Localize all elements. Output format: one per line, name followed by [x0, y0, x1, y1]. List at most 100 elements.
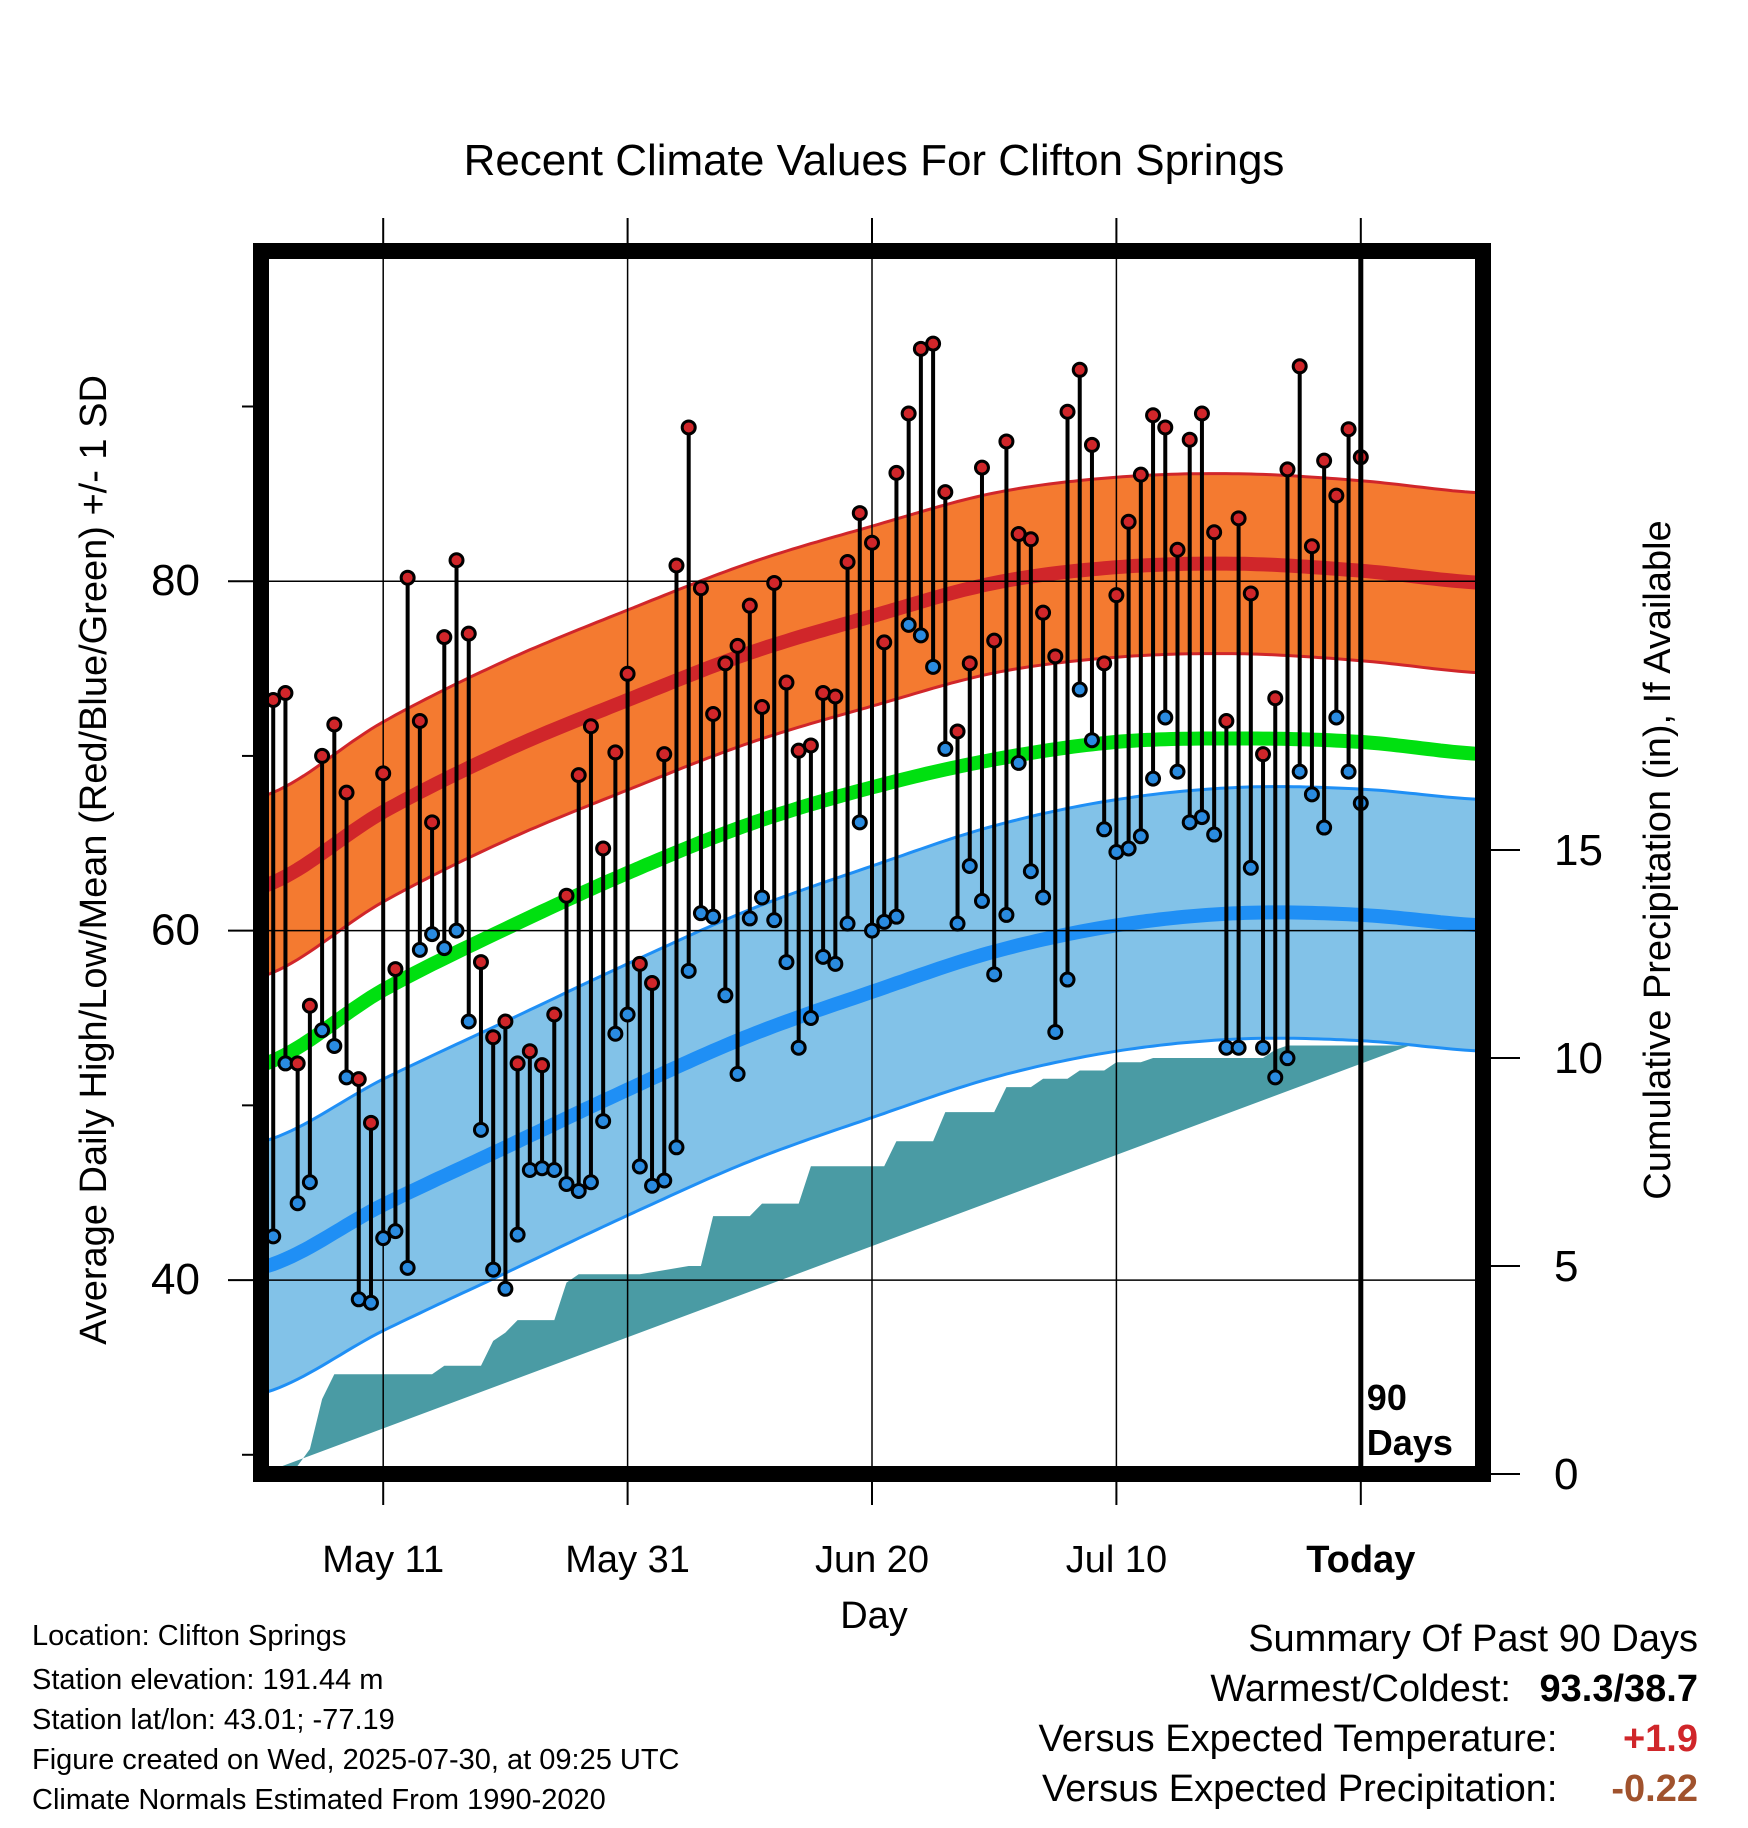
- summary-temp-label: Versus Expected Temperature:: [1038, 1718, 1558, 1760]
- high-point: [1047, 648, 1064, 665]
- low-point: [1059, 971, 1076, 988]
- low-point: [998, 906, 1015, 923]
- high-point: [717, 655, 734, 672]
- low-point: [1169, 763, 1186, 780]
- info-created: Figure created on Wed, 2025-07-30, at 09…: [32, 1744, 680, 1776]
- low-point: [973, 892, 990, 909]
- high-point: [411, 712, 428, 729]
- high-point: [436, 629, 453, 646]
- high-point: [900, 405, 917, 422]
- low-point: [1303, 786, 1320, 803]
- high-point: [668, 557, 685, 574]
- high-point: [387, 961, 404, 978]
- high-point: [1267, 690, 1284, 707]
- high-point: [864, 534, 880, 551]
- low-point: [815, 948, 832, 965]
- low-point: [912, 627, 929, 644]
- high-point: [314, 747, 331, 764]
- low-point: [448, 922, 465, 939]
- low-point: [668, 1139, 685, 1156]
- low-point: [1022, 863, 1039, 880]
- low-point: [900, 616, 917, 633]
- low-point: [705, 908, 722, 925]
- low-point: [656, 1172, 673, 1189]
- high-point: [1035, 604, 1052, 621]
- high-point: [1145, 407, 1162, 424]
- high-point: [1120, 513, 1137, 530]
- chart-title: Recent Climate Values For Clifton Spring…: [464, 136, 1285, 185]
- low-point: [509, 1226, 526, 1243]
- high-point: [741, 597, 758, 614]
- x-tick-label: Jul 10: [1066, 1539, 1167, 1581]
- low-point: [485, 1261, 502, 1278]
- high-point: [851, 505, 868, 522]
- high-point: [973, 459, 990, 476]
- low-point: [888, 908, 905, 925]
- low-point: [595, 1113, 612, 1130]
- high-point: [558, 887, 575, 904]
- high-point: [1096, 655, 1113, 672]
- low-point: [570, 1182, 587, 1199]
- high-point: [570, 767, 587, 784]
- y-axis-label-right: Cumulative Precipitation (in), If Availa…: [1637, 520, 1679, 1199]
- low-point: [961, 857, 978, 874]
- high-point: [961, 655, 978, 672]
- low-point: [937, 740, 954, 757]
- low-point: [460, 1013, 477, 1030]
- high-point: [375, 765, 392, 782]
- low-point: [1267, 1069, 1284, 1086]
- low-point: [301, 1174, 318, 1191]
- high-point: [1328, 487, 1345, 504]
- low-point: [986, 966, 1003, 983]
- low-point: [1083, 732, 1100, 749]
- low-point: [1206, 826, 1223, 843]
- high-point: [766, 574, 783, 591]
- low-point: [778, 954, 795, 971]
- summary-warmest-value: 93.3/38.7: [1539, 1668, 1698, 1710]
- high-point: [619, 665, 636, 682]
- high-point: [705, 705, 722, 722]
- high-point: [986, 632, 1003, 649]
- precip-area: [261, 1045, 1410, 1474]
- low-point: [680, 962, 697, 979]
- high-point: [595, 840, 612, 857]
- high-point: [998, 433, 1015, 450]
- y-tick-label-right: 5: [1554, 1242, 1578, 1291]
- low-point: [1328, 709, 1345, 726]
- low-point: [497, 1280, 514, 1297]
- high-point: [937, 484, 954, 501]
- high-point: [289, 1055, 306, 1072]
- high-point: [1206, 524, 1223, 541]
- low-point: [631, 1158, 648, 1175]
- low-point: [1010, 754, 1027, 771]
- low-point: [399, 1259, 416, 1276]
- low-point: [1145, 770, 1162, 787]
- high-point: [582, 718, 599, 735]
- low-point: [925, 658, 942, 675]
- high-point: [362, 1114, 379, 1131]
- high-point: [497, 1013, 514, 1030]
- high-point: [1083, 436, 1100, 453]
- high-point: [1255, 746, 1272, 763]
- low-point: [424, 926, 441, 943]
- y-tick-label-right: 0: [1554, 1450, 1578, 1499]
- high-point: [888, 464, 905, 481]
- high-point: [277, 685, 294, 702]
- today-marker-label-90: 90: [1367, 1377, 1407, 1418]
- summary-warmest-row: Warmest/Coldest: 93.3/38.7: [1210, 1668, 1698, 1711]
- low-point: [436, 940, 453, 957]
- high-point: [1291, 358, 1308, 375]
- low-point: [1316, 819, 1333, 836]
- low-point: [411, 941, 428, 958]
- low-point: [1035, 889, 1052, 906]
- high-point: [925, 335, 942, 352]
- high-point: [534, 1057, 551, 1074]
- high-point: [692, 580, 709, 597]
- summary-precip-label: Versus Expected Precipitation:: [1042, 1768, 1558, 1810]
- low-point: [289, 1195, 306, 1212]
- y-axis-label-left: Average Daily High/Low/Mean (Red/Blue/Gr…: [73, 375, 115, 1345]
- high-point: [546, 1006, 563, 1023]
- low-point: [1255, 1039, 1272, 1056]
